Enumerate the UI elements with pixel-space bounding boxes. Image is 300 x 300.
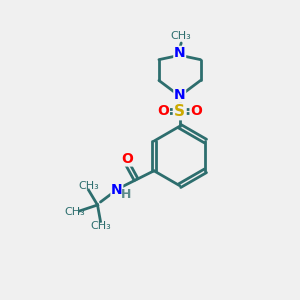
Text: N: N [174, 46, 185, 60]
Text: S: S [174, 104, 185, 119]
Text: CH₃: CH₃ [65, 207, 85, 218]
Text: CH₃: CH₃ [90, 221, 111, 231]
Text: CH₃: CH₃ [171, 31, 192, 40]
Text: N: N [174, 88, 185, 102]
Text: O: O [121, 152, 133, 166]
Text: N: N [111, 183, 123, 197]
Text: H: H [121, 188, 131, 201]
Text: CH₃: CH₃ [78, 181, 99, 191]
Text: O: O [158, 104, 169, 118]
Text: O: O [190, 104, 202, 118]
